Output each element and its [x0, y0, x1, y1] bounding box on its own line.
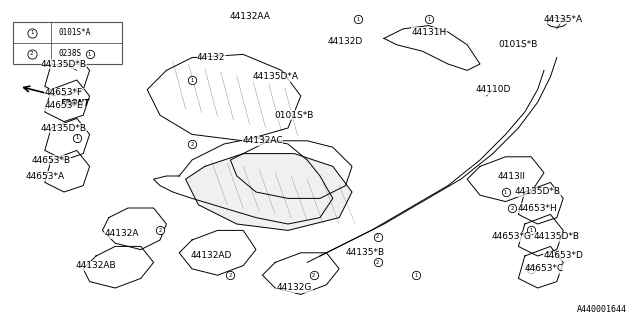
Text: 44135*B: 44135*B: [345, 248, 385, 257]
Text: 1: 1: [504, 189, 508, 195]
Text: 44132AB: 44132AB: [76, 261, 116, 270]
Text: 44653*F: 44653*F: [45, 88, 83, 97]
Text: 44653*H: 44653*H: [518, 204, 557, 212]
Text: 44132D: 44132D: [328, 37, 364, 46]
Text: 1: 1: [529, 228, 533, 233]
Text: 44653*A: 44653*A: [25, 172, 65, 180]
Text: 2: 2: [376, 234, 380, 239]
Circle shape: [547, 18, 566, 27]
Text: 44135*A: 44135*A: [543, 15, 583, 24]
Text: 44132AC: 44132AC: [242, 136, 283, 145]
Text: 1: 1: [75, 135, 79, 140]
Text: 2: 2: [510, 205, 514, 211]
Text: 44132AA: 44132AA: [229, 12, 270, 20]
Text: 4413II: 4413II: [498, 172, 526, 180]
FancyBboxPatch shape: [13, 22, 122, 64]
Text: 1: 1: [427, 17, 431, 22]
Text: 1: 1: [529, 266, 533, 271]
Text: 0101S*B: 0101S*B: [275, 111, 314, 120]
Text: 44653*G: 44653*G: [492, 232, 532, 241]
Text: 44135D*B: 44135D*B: [534, 232, 580, 241]
Text: 2: 2: [376, 260, 380, 265]
Text: 44135D*B: 44135D*B: [515, 188, 561, 196]
Text: 1: 1: [356, 17, 360, 22]
Text: 44653*B: 44653*B: [31, 156, 71, 164]
Text: 2: 2: [30, 51, 34, 56]
Text: 44653*E: 44653*E: [45, 101, 83, 110]
Text: 2: 2: [228, 273, 232, 278]
Text: 44135D*B: 44135D*B: [41, 60, 87, 68]
Text: A440001644: A440001644: [577, 305, 627, 314]
Text: FRONT: FRONT: [61, 99, 90, 108]
Text: 44132AD: 44132AD: [191, 252, 232, 260]
Text: 44132: 44132: [197, 53, 225, 62]
Text: 44135D*A: 44135D*A: [252, 72, 298, 81]
Text: 0101S*B: 0101S*B: [499, 40, 538, 49]
Text: 44653*D: 44653*D: [543, 252, 583, 260]
Text: 44132A: 44132A: [104, 229, 139, 238]
Text: 1: 1: [30, 30, 34, 35]
Polygon shape: [186, 154, 352, 230]
Text: 2: 2: [190, 141, 194, 147]
Text: 1: 1: [414, 273, 418, 278]
Text: 44110D: 44110D: [475, 85, 511, 94]
Text: 2: 2: [158, 228, 162, 233]
Text: 44132G: 44132G: [276, 284, 312, 292]
Text: 44135D*B: 44135D*B: [41, 124, 87, 132]
Text: 44653*C: 44653*C: [524, 264, 564, 273]
Text: 44131H: 44131H: [411, 28, 447, 36]
Text: 0238S: 0238S: [58, 49, 82, 58]
Text: 2: 2: [312, 273, 316, 278]
Text: 1: 1: [88, 52, 92, 57]
Text: 0101S*A: 0101S*A: [58, 28, 91, 37]
Text: 1: 1: [190, 77, 194, 83]
